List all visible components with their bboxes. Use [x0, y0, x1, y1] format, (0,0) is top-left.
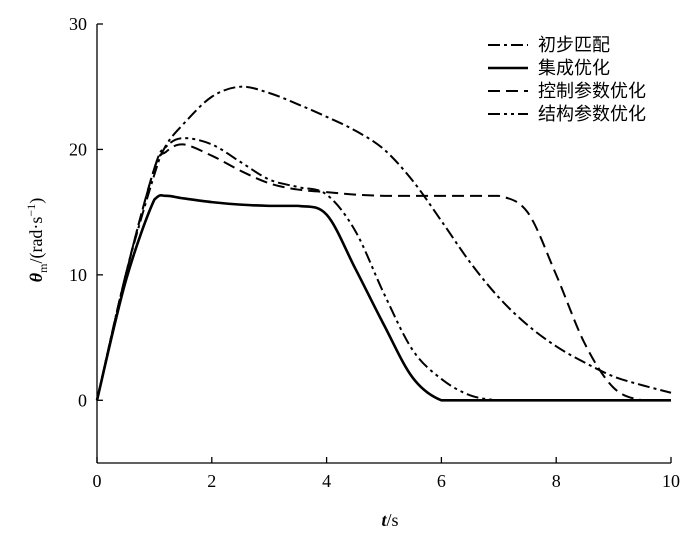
x-label-unit: /s: [387, 510, 399, 530]
x-tick-label: 2: [207, 471, 216, 491]
y-label-subscript: m: [36, 263, 50, 273]
legend-label: 控制参数优化: [538, 81, 646, 101]
x-tick-label: 0: [93, 471, 102, 491]
y-tick-label: 0: [78, 390, 87, 410]
x-tick-label: 4: [322, 471, 331, 491]
x-tick-label: 6: [437, 471, 446, 491]
y-label-unit: /(rad·s: [26, 217, 47, 264]
y-axis-label: θm/(rad·s−1): [24, 198, 50, 282]
line-series: [96, 85, 672, 401]
legend-label: 集成优化: [538, 58, 610, 78]
y-tick-label: 20: [69, 139, 87, 159]
y-label-close: ): [26, 198, 47, 204]
y-tick-label: 10: [69, 265, 87, 285]
legend-label: 结构参数优化: [538, 104, 646, 124]
y-label-superscript: −1: [24, 204, 38, 217]
x-label-symbol: t: [381, 510, 387, 530]
x-axis-label: t/s: [381, 510, 398, 530]
line-series: [95, 193, 671, 402]
y-label-symbol: θ: [26, 272, 46, 282]
y-tick-label: 30: [69, 14, 87, 34]
line-series: [96, 137, 671, 402]
line-series: [96, 143, 671, 402]
x-tick-label: 8: [552, 471, 561, 491]
x-tick-label: 10: [662, 471, 680, 491]
legend-label: 初步匹配: [538, 35, 610, 55]
